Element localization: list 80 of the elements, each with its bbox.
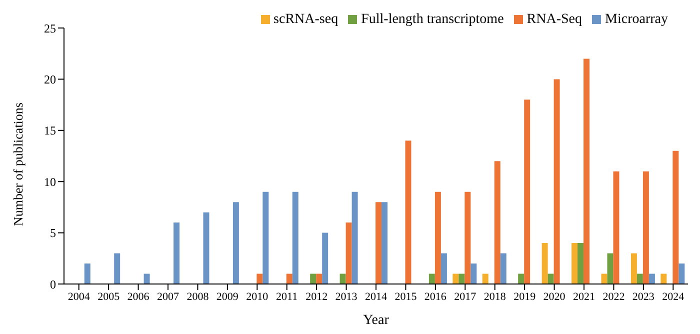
bar [678, 264, 685, 284]
x-tick-label: 2009 [216, 290, 239, 303]
x-tick-label: 2010 [246, 290, 269, 303]
x-tick-label: 2013 [335, 290, 358, 303]
bar [232, 202, 239, 284]
x-tick-label: 2018 [484, 290, 506, 303]
bar [286, 274, 292, 284]
x-tick-label: 2014 [365, 290, 388, 303]
legend-label: Full-length transcriptome [361, 12, 504, 27]
x-tick-label: 2016 [424, 290, 447, 303]
y-tick-label: 20 [44, 72, 56, 86]
bar [458, 274, 465, 284]
bar [572, 243, 578, 284]
bar [584, 58, 590, 284]
bar [648, 274, 655, 284]
bar [500, 253, 506, 284]
bar [642, 171, 649, 284]
x-tick-label: 2005 [98, 290, 120, 303]
bar [310, 274, 316, 284]
bar [660, 274, 667, 284]
bar [174, 222, 180, 284]
bar [262, 192, 269, 284]
bar [548, 274, 554, 284]
y-tick-label: 5 [50, 226, 56, 240]
bar [292, 192, 298, 284]
x-tick-label: 2020 [543, 290, 566, 303]
bar [376, 202, 382, 284]
bar [482, 274, 488, 284]
bar [114, 253, 120, 284]
bar [672, 150, 679, 284]
legend-label: RNA-Seq [526, 12, 582, 27]
bar [346, 222, 352, 284]
bar [494, 161, 500, 284]
bar [607, 253, 614, 284]
x-tick-label: 2006 [127, 290, 150, 303]
x-tick-label: 2007 [157, 290, 180, 303]
bar [464, 192, 471, 284]
bar [352, 192, 358, 284]
x-tick-label: 2011 [276, 290, 298, 303]
bar [636, 274, 643, 284]
x-tick-label: 2004 [68, 290, 90, 303]
x-tick-label: 2017 [454, 290, 477, 303]
bar [452, 274, 459, 284]
bar [84, 264, 90, 284]
x-tick-label: 2024 [662, 290, 685, 303]
y-tick-label: 10 [44, 174, 56, 189]
x-tick-label: 2022 [602, 290, 625, 303]
x-tick-label: 2023 [632, 290, 655, 303]
bar [322, 232, 328, 284]
bar [340, 274, 346, 284]
bar [524, 100, 530, 284]
legend-label: Microarray [605, 12, 668, 27]
bar [554, 79, 560, 284]
bar [613, 171, 620, 284]
bar [382, 202, 388, 284]
bar [434, 192, 441, 284]
bar [316, 274, 322, 284]
bar [470, 264, 477, 284]
y-axis-title: Number of publications [10, 102, 26, 226]
bar [203, 212, 210, 284]
bar [405, 140, 412, 284]
bar [256, 274, 263, 284]
x-tick-label: 2015 [394, 290, 418, 303]
bar [542, 243, 548, 284]
y-tick-label: 15 [44, 124, 56, 138]
x-tick-label: 2012 [306, 290, 328, 303]
bar [440, 253, 447, 284]
bar [601, 274, 608, 284]
y-tick-label: 0 [50, 277, 56, 292]
x-tick-label: 2008 [186, 290, 210, 303]
bar [518, 274, 524, 284]
x-axis-title: Year [363, 313, 390, 328]
bar [578, 243, 584, 284]
x-tick-label: 2019 [514, 290, 536, 303]
legend-label: scRNA-seq [274, 12, 338, 27]
bar [630, 253, 637, 284]
y-tick-label: 25 [44, 21, 56, 36]
bar [428, 274, 435, 284]
bar [144, 274, 150, 284]
x-tick-label: 2021 [573, 290, 595, 303]
